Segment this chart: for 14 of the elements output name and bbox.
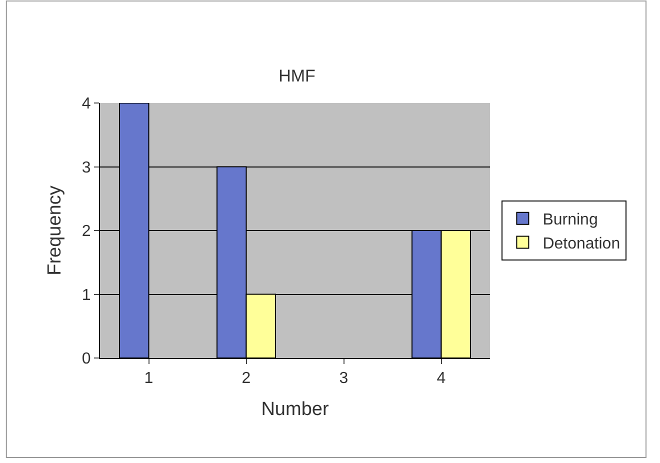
legend-label: Burning [542, 212, 598, 229]
y-tick-label: 1 [82, 286, 91, 304]
y-tick-label: 0 [82, 350, 91, 368]
y-axis-title: Frequency [44, 185, 66, 276]
y-tick-label: 3 [82, 159, 91, 176]
chart-title: HMF [278, 66, 316, 86]
x-tick-label: 2 [242, 370, 251, 388]
y-tick-label: 2 [82, 223, 91, 240]
x-tick-label: 1 [144, 370, 154, 388]
x-tick-label: 3 [339, 370, 348, 388]
y-tick-label: 4 [82, 96, 91, 113]
x-axis-title: Number [261, 399, 330, 420]
legend-label: Detonation [542, 235, 620, 252]
x-tick-label: 4 [436, 370, 446, 388]
